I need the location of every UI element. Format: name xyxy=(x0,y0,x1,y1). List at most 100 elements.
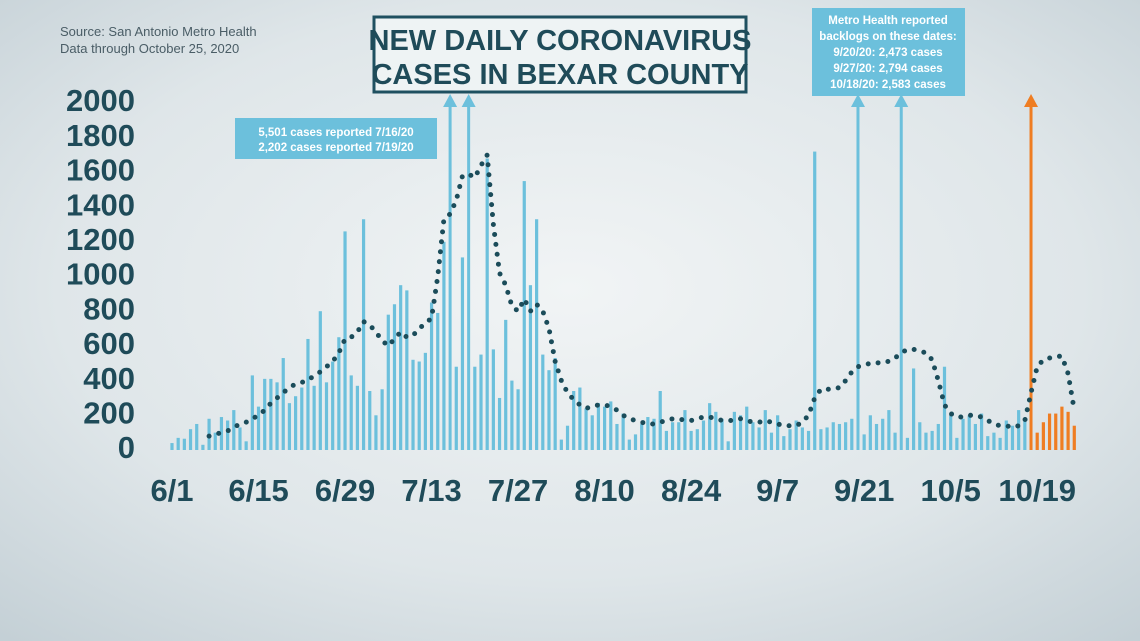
bar xyxy=(374,415,378,450)
bar xyxy=(263,378,267,450)
bar xyxy=(1017,410,1021,450)
bar xyxy=(899,103,903,450)
y-tick-label: 800 xyxy=(83,291,135,326)
bar xyxy=(905,437,910,450)
bar xyxy=(485,158,489,450)
arrowhead xyxy=(461,94,476,107)
bar xyxy=(572,391,576,450)
y-tick-label: 600 xyxy=(83,326,135,361)
bar xyxy=(337,337,341,450)
bar xyxy=(1010,425,1015,450)
note: Data through October 25, 2020 xyxy=(60,41,239,56)
bar xyxy=(182,438,186,450)
bar xyxy=(850,418,854,450)
bar xyxy=(893,432,897,450)
bar xyxy=(652,418,656,450)
bar xyxy=(757,427,761,450)
bar xyxy=(701,420,706,450)
moving-average-line xyxy=(206,147,1077,439)
bar xyxy=(918,422,922,450)
bar xyxy=(695,429,699,450)
bar xyxy=(386,314,390,450)
bar xyxy=(188,429,193,450)
bar xyxy=(806,430,811,450)
x-tick-label: 6/1 xyxy=(150,473,193,508)
bar xyxy=(794,420,798,450)
bar xyxy=(949,415,953,450)
bar xyxy=(213,432,217,450)
bar xyxy=(763,410,767,450)
bar xyxy=(429,302,434,450)
bar xyxy=(720,418,724,450)
bar xyxy=(287,403,292,450)
bar xyxy=(195,423,199,450)
bar xyxy=(979,413,984,450)
bar xyxy=(1066,411,1070,450)
bar xyxy=(355,385,359,450)
bar xyxy=(294,396,298,450)
bar xyxy=(689,430,693,450)
bar xyxy=(973,423,977,450)
bar xyxy=(436,312,440,450)
bar xyxy=(1041,422,1045,450)
bar xyxy=(473,366,477,450)
bar xyxy=(423,352,427,450)
bar xyxy=(256,406,261,450)
bar xyxy=(510,380,514,450)
bar xyxy=(535,219,539,450)
arrowhead xyxy=(894,94,909,107)
bar xyxy=(819,429,823,450)
bar xyxy=(467,103,471,450)
bar xyxy=(399,285,403,450)
bar xyxy=(547,370,551,450)
bar xyxy=(361,219,366,450)
bar xyxy=(312,385,316,450)
bar xyxy=(621,413,625,450)
y-tick-label: 0 xyxy=(118,430,135,465)
chart-title: CASES IN BEXAR COUNTY xyxy=(371,59,748,91)
bar xyxy=(603,406,607,450)
bar xyxy=(844,422,848,450)
bar xyxy=(281,358,285,450)
bar xyxy=(936,423,940,450)
bar xyxy=(349,375,353,450)
bar xyxy=(1072,425,1076,450)
source: Source: San Antonio Metro Health xyxy=(60,24,257,39)
bar xyxy=(504,319,508,450)
bar xyxy=(232,410,236,450)
bar xyxy=(306,338,310,450)
bar xyxy=(380,389,384,450)
bar xyxy=(417,361,421,450)
bar xyxy=(1004,420,1008,450)
y-tick-label: 2000 xyxy=(66,83,135,118)
bar xyxy=(986,436,990,450)
bar xyxy=(219,417,224,450)
bar xyxy=(368,391,372,450)
bar xyxy=(800,427,804,450)
bar xyxy=(732,411,736,450)
bar xyxy=(553,358,557,450)
annotation: 2,202 cases reported 7/19/20 xyxy=(258,142,413,154)
y-tick-label: 1800 xyxy=(66,118,135,153)
x-tick-label: 7/13 xyxy=(401,473,461,508)
y-tick-label: 1000 xyxy=(66,257,135,292)
title-box xyxy=(372,15,748,94)
bar xyxy=(596,403,601,450)
x-tick-label: 10/5 xyxy=(921,473,981,508)
bar xyxy=(1047,413,1052,450)
y-tick-label: 1200 xyxy=(66,222,135,257)
bar xyxy=(460,257,465,450)
bar xyxy=(454,366,458,450)
bar xyxy=(868,415,872,450)
bar xyxy=(318,311,322,450)
bar xyxy=(1023,420,1027,450)
bar xyxy=(924,432,928,450)
annotation: backlogs on these dates: xyxy=(819,31,956,43)
bar xyxy=(244,441,248,450)
bar xyxy=(967,415,971,450)
x-tick-label: 10/19 xyxy=(998,473,1076,508)
x-tick-label: 8/10 xyxy=(574,473,634,508)
bar xyxy=(331,361,335,450)
bar xyxy=(887,410,891,450)
bar xyxy=(837,423,842,450)
